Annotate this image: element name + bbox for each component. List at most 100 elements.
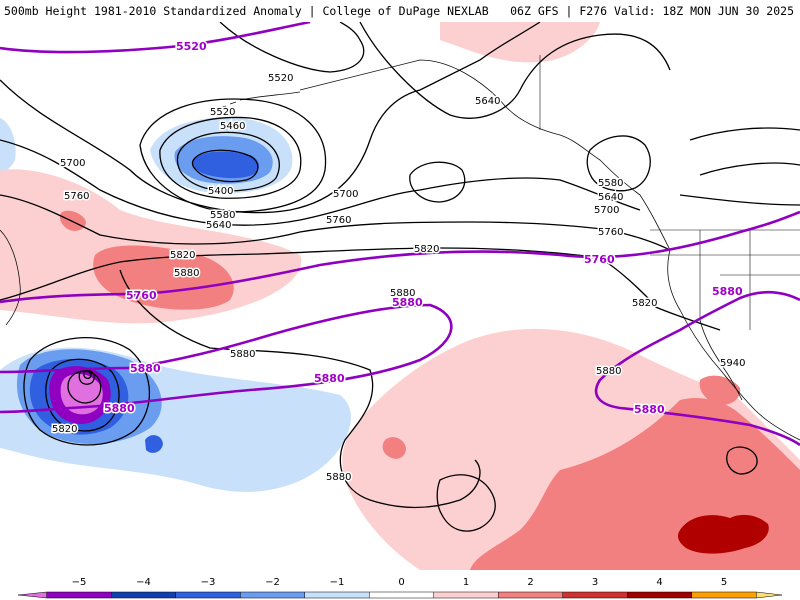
colorbar-segment	[756, 591, 783, 599]
contour-typhoon-outer	[23, 337, 151, 446]
colorbar-segment	[111, 591, 176, 599]
climatology-label: 5880	[104, 402, 135, 415]
height-label: 5880	[390, 288, 415, 299]
height-label: 5580	[210, 210, 235, 221]
climatology-label: 5880	[130, 362, 161, 375]
map-title: 500mb Height 1981-2010 Standardized Anom…	[4, 4, 489, 18]
colorbar-segment	[304, 591, 370, 599]
colorbar-segment	[691, 591, 757, 599]
climatology-label: 5880	[392, 296, 423, 309]
contour-5640-ridge	[359, 22, 671, 119]
height-label: 5760	[598, 227, 623, 238]
colorbar-tick-label: −2	[265, 577, 280, 588]
climatology-labels: 5520 5760 5760 5880 5880 5880 5880 5880 …	[103, 39, 745, 418]
colorbar-segment	[498, 591, 563, 599]
contour-5760	[0, 194, 671, 251]
height-label: 5580	[598, 178, 623, 189]
colorbar-segment	[562, 591, 628, 599]
height-contours	[0, 22, 800, 532]
colorbar-tick-label: 4	[656, 577, 662, 588]
height-label: 5640	[598, 192, 623, 203]
anomaly-map: 5520 5520 5460 5400 5640 5640 5640 5580 …	[0, 22, 800, 570]
colorbar-tick-label: −5	[72, 577, 87, 588]
height-label: 5940	[720, 358, 745, 369]
colorbar: −5 −4 −3 −2 −1 0 1 2 3 4 5	[17, 577, 783, 599]
purple-5880-east	[594, 290, 800, 447]
colorbar-tick-label: 5	[721, 577, 727, 588]
negative-anomaly-far-west	[0, 118, 16, 171]
height-label: 5820	[170, 250, 195, 261]
height-label: 5700	[333, 189, 358, 200]
negative-anomaly-small-blob	[145, 435, 163, 453]
alaska-coast	[299, 59, 671, 251]
purple-5760	[0, 210, 800, 304]
positive-anomaly-nw-small	[59, 210, 86, 231]
contour-5640-low	[0, 22, 541, 214]
contour-typhoon-ring2	[78, 369, 95, 385]
contour-5700	[0, 139, 641, 226]
purple-5520	[0, 22, 311, 54]
positive-anomaly-gulf	[440, 22, 600, 63]
height-label: 5820	[414, 244, 439, 255]
negative-anomaly-aleutian-low-core	[192, 151, 259, 179]
contour-5520-top	[219, 22, 365, 73]
contour-5880	[119, 269, 481, 509]
negative-anomaly-typhoon-core	[60, 373, 103, 415]
contour-5460	[176, 131, 280, 192]
contour-5400-inner	[191, 149, 259, 183]
height-label: 5400	[208, 186, 233, 197]
height-label: 5700	[60, 158, 85, 169]
positive-anomaly-hawaii	[382, 437, 406, 459]
colorbar-tick-label: −1	[330, 577, 345, 588]
colorbar-segment	[46, 591, 112, 599]
colorbar-segment	[17, 591, 47, 599]
map-header: 500mb Height 1981-2010 Standardized Anom…	[0, 0, 800, 22]
model-run-info: 06Z GFS | F276 Valid: 18Z MON JUN 30 202…	[510, 4, 794, 18]
height-label: 5520	[268, 73, 293, 84]
height-label: 5640	[206, 220, 231, 231]
contour-typhoon-ring3	[82, 370, 92, 380]
height-label: 5700	[594, 205, 619, 216]
colorbar-tick-label: 0	[398, 577, 404, 588]
height-label: 5880	[174, 268, 199, 279]
climatology-label: 5760	[584, 253, 615, 266]
height-label: 5820	[632, 298, 657, 309]
contour-typhoon-mid	[45, 358, 120, 432]
purple-5880	[0, 303, 453, 414]
contour-5700-closed	[409, 161, 466, 203]
colorbar-tick-label: −3	[201, 577, 216, 588]
climatology-label: 5880	[712, 285, 743, 298]
height-label: 5880	[230, 349, 255, 360]
positive-anomaly-peak	[678, 514, 769, 554]
colorbar-tick-label: −4	[136, 577, 151, 588]
colorbar-segment	[175, 591, 241, 599]
colorbar-tick-label: 2	[527, 577, 533, 588]
contour-5880-lower	[436, 474, 496, 532]
colorbar-ticks: −5 −4 −3 −2 −1 0 1 2 3 4 5	[72, 577, 728, 588]
height-labels: 5520 5520 5460 5400 5640 5640 5640 5580 …	[51, 72, 747, 485]
height-label: 5880	[596, 366, 621, 377]
climatology-label: 5520	[176, 40, 207, 53]
height-label: 5460	[220, 121, 245, 132]
climatology-contours	[0, 22, 800, 447]
colorbar-segment	[369, 591, 434, 599]
colorbar-segment	[240, 591, 305, 599]
contour-east-ridges	[639, 127, 800, 331]
height-label: 5760	[64, 191, 89, 202]
height-label: 5520	[210, 107, 235, 118]
kamchatka	[0, 229, 21, 326]
colorbar-tick-label: 3	[592, 577, 598, 588]
colorbar-segment	[627, 591, 692, 599]
pacific-nw-borders	[539, 55, 800, 330]
colorbar-segments	[17, 591, 783, 599]
north-america-west-coast	[667, 249, 800, 441]
height-label: 5880	[326, 472, 351, 483]
colorbar-tick-label: 1	[463, 577, 469, 588]
height-label: 5640	[475, 96, 500, 107]
positive-anomaly-mexico	[699, 375, 741, 406]
climatology-label: 5760	[126, 289, 157, 302]
contour-5580-closed-east	[586, 135, 651, 192]
colorbar-segment	[433, 591, 499, 599]
contour-5940-mexico	[726, 446, 758, 475]
height-label: 5760	[326, 215, 351, 226]
